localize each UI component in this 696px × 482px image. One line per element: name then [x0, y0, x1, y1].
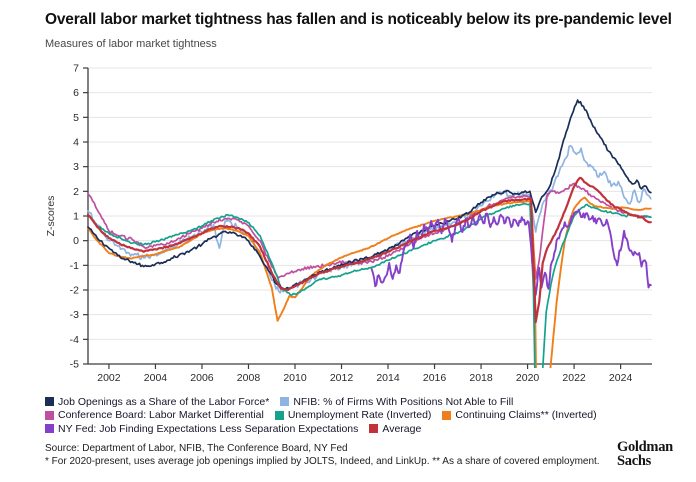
source-note: Source: Department of Labor, NFIB, The C… [45, 443, 348, 454]
series-line-6 [87, 176, 652, 324]
legend-label: Average [382, 422, 422, 435]
y-tick-label: -3 [70, 309, 79, 321]
x-tick-label: 2014 [376, 372, 400, 384]
x-tick-label: 2020 [516, 372, 540, 384]
axes: 7 6 5 4 3 2 1 0 -1 -2 -3 -4 -5 2002 2004 2006 2008 2010 20… [70, 63, 652, 384]
legend-item-3: Unemployment Rate (Inverted) [274, 409, 432, 422]
goldman-sachs-logo: Goldman Sachs [617, 439, 673, 469]
legend-swatch-icon [442, 410, 452, 420]
x-tick-label: 2004 [144, 372, 168, 384]
y-tick-label: 2 [73, 186, 79, 198]
y-tick-label: -1 [70, 260, 79, 272]
y-tick-label: 6 [73, 87, 79, 99]
x-tick-label: 2012 [330, 372, 354, 384]
legend-item-6: Average [369, 423, 421, 435]
x-tick-label: 2006 [190, 372, 214, 384]
logo-line-2: Sachs [617, 453, 651, 469]
y-tick-label: 0 [73, 235, 79, 247]
legend-swatch-icon [45, 397, 54, 407]
series-lines [87, 99, 652, 368]
legend-swatch-icon [45, 424, 54, 434]
legend-item-2: Conference Board: Labor Market Different… [45, 409, 264, 421]
series-line-5 [370, 208, 652, 296]
x-tick-label: 2016 [423, 372, 447, 384]
series-line-2 [87, 182, 652, 280]
x-tick-label: 2010 [283, 372, 307, 384]
footnote: * For 2020-present, uses average job ope… [45, 456, 600, 467]
legend-item-1: NFIB: % of Firms With Positions Not Able… [280, 396, 513, 408]
x-tick-label: 2008 [237, 372, 261, 384]
x-tick-label: 2002 [97, 372, 121, 384]
legend-item-4: Continuing Claims** (Inverted) [442, 409, 597, 422]
legend-label: Job Openings as a Share of the Labor For… [58, 395, 270, 408]
y-tick-label: -2 [70, 285, 79, 297]
legend-item-5: NY Fed: Job Finding Expectations Less Se… [45, 423, 358, 435]
legend-row: NY Fed: Job Finding Expectations Less Se… [45, 422, 670, 436]
x-tick-label: 2022 [562, 372, 586, 384]
legend-label: NFIB: % of Firms With Positions Not Able… [293, 395, 514, 408]
legend-swatch-icon [369, 424, 379, 434]
legend-label: Unemployment Rate (Inverted) [287, 409, 432, 422]
series-line-3 [87, 202, 652, 368]
y-tick-label: 7 [73, 63, 79, 75]
legend-item-0: Job Openings as a Share of the Labor For… [45, 396, 269, 408]
legend-label: Continuing Claims** (Inverted) [455, 409, 597, 422]
y-tick-label: 3 [73, 161, 79, 173]
y-tick-label: -5 [70, 359, 79, 371]
chart-title: Overall labor market tightness has falle… [45, 11, 672, 28]
y-tick-label: 1 [73, 211, 79, 223]
chart-subtitle: Measures of labor market tightness [45, 38, 217, 50]
legend-swatch-icon [274, 410, 284, 420]
x-tick-label: 2024 [609, 372, 633, 384]
series-line-1 [87, 144, 652, 294]
series-line-4 [87, 196, 652, 368]
legend-row: Conference Board: Labor Market Different… [45, 409, 670, 423]
chart-legend: Job Openings as a Share of the Labor For… [45, 395, 670, 436]
legend-swatch-icon [280, 397, 290, 407]
legend-label: Conference Board: Labor Market Different… [58, 409, 264, 422]
legend-row: Job Openings as a Share of the Labor For… [45, 395, 670, 409]
y-tick-label: 4 [73, 137, 79, 149]
x-tick-label: 2018 [469, 372, 493, 384]
logo-line-1: Goldman [617, 439, 673, 455]
y-tick-label: 5 [73, 112, 79, 124]
gridlines [88, 67, 652, 340]
y-axis-title: Z-scores [45, 196, 57, 237]
legend-swatch-icon [45, 410, 54, 420]
y-tick-label: -4 [70, 334, 79, 346]
legend-label: NY Fed: Job Finding Expectations Less Se… [58, 422, 359, 435]
